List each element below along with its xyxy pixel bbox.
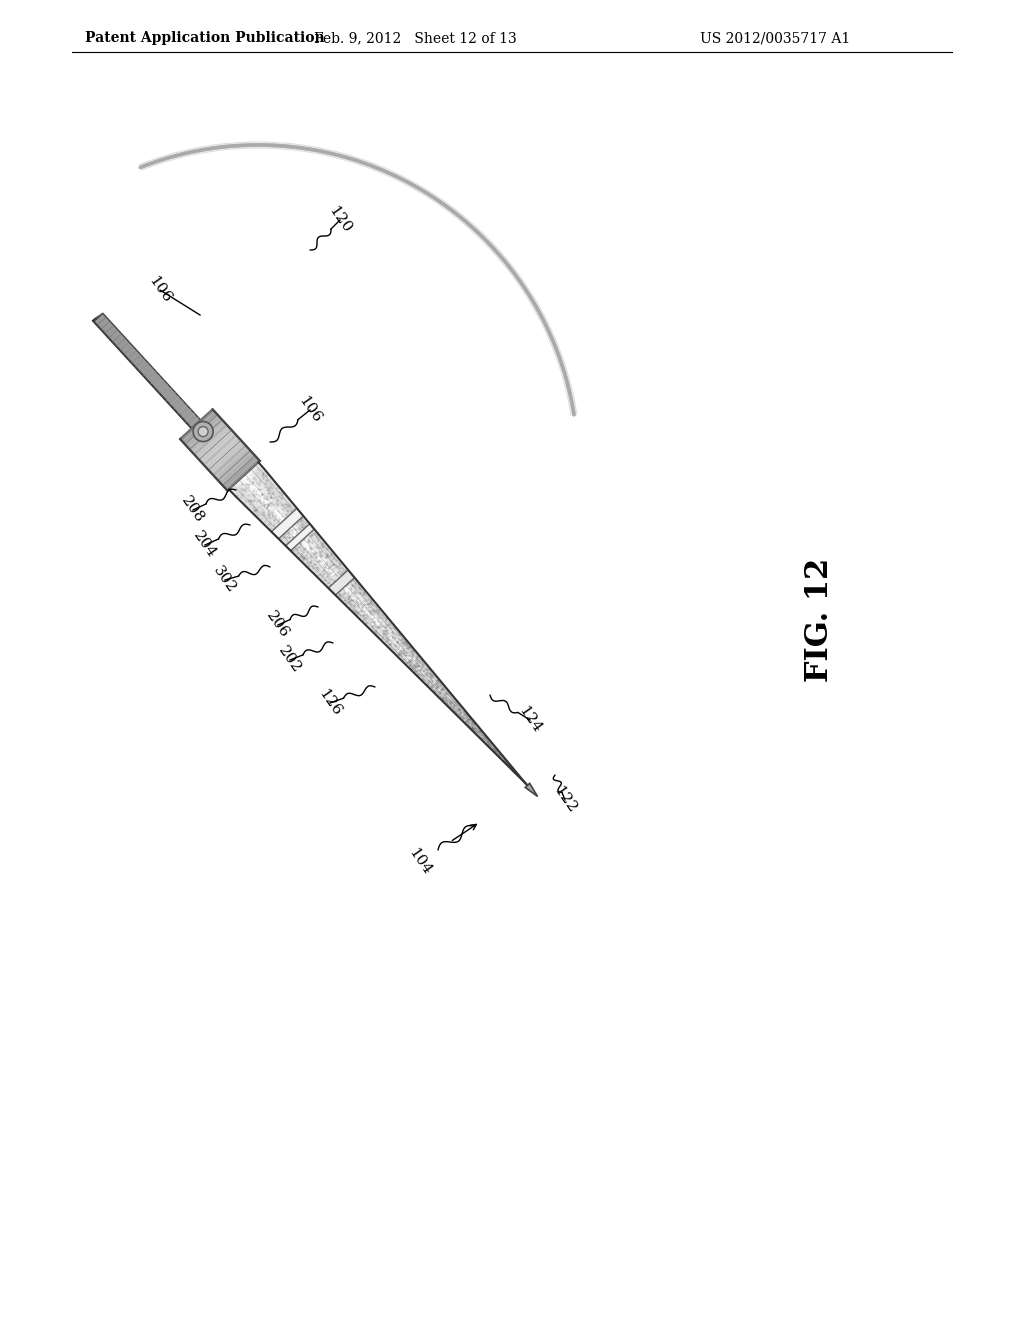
Polygon shape <box>247 474 523 781</box>
Text: 302: 302 <box>211 564 239 595</box>
Polygon shape <box>254 466 523 781</box>
Polygon shape <box>233 486 523 781</box>
Polygon shape <box>243 477 523 781</box>
Polygon shape <box>238 482 523 781</box>
Polygon shape <box>240 479 523 781</box>
Polygon shape <box>236 483 523 781</box>
Polygon shape <box>271 508 303 539</box>
Polygon shape <box>255 465 523 781</box>
Text: 202: 202 <box>275 644 304 676</box>
Polygon shape <box>244 475 523 781</box>
Polygon shape <box>257 463 523 781</box>
Text: 208: 208 <box>179 494 207 525</box>
Text: US 2012/0035717 A1: US 2012/0035717 A1 <box>700 30 850 45</box>
Polygon shape <box>252 467 523 781</box>
Circle shape <box>194 421 213 442</box>
Polygon shape <box>233 484 523 781</box>
Polygon shape <box>249 471 523 781</box>
Polygon shape <box>247 473 523 781</box>
Polygon shape <box>248 473 523 781</box>
Polygon shape <box>234 484 523 781</box>
Text: 106: 106 <box>145 275 174 306</box>
Polygon shape <box>256 465 523 781</box>
Polygon shape <box>253 467 523 781</box>
Text: 206: 206 <box>264 609 292 642</box>
Circle shape <box>198 426 208 437</box>
Polygon shape <box>94 313 221 450</box>
Polygon shape <box>244 477 523 781</box>
Polygon shape <box>246 474 523 781</box>
Polygon shape <box>232 486 523 781</box>
Polygon shape <box>230 488 523 781</box>
Polygon shape <box>243 477 523 781</box>
Polygon shape <box>234 484 523 781</box>
Text: 124: 124 <box>516 704 544 737</box>
Polygon shape <box>251 470 523 781</box>
Text: FIG. 12: FIG. 12 <box>805 558 836 682</box>
Polygon shape <box>231 487 523 781</box>
Text: Patent Application Publication: Patent Application Publication <box>85 30 325 45</box>
Polygon shape <box>239 480 523 781</box>
Polygon shape <box>241 479 523 781</box>
Polygon shape <box>240 479 523 781</box>
Polygon shape <box>238 480 523 781</box>
Polygon shape <box>256 465 523 781</box>
Polygon shape <box>286 524 314 550</box>
Text: 120: 120 <box>326 205 354 236</box>
Polygon shape <box>242 478 523 781</box>
Polygon shape <box>237 482 523 781</box>
Text: 106: 106 <box>296 393 325 426</box>
Polygon shape <box>253 467 523 781</box>
Polygon shape <box>239 480 523 781</box>
Polygon shape <box>232 486 523 781</box>
Polygon shape <box>250 470 523 781</box>
Polygon shape <box>236 483 523 781</box>
Polygon shape <box>230 488 523 781</box>
Polygon shape <box>525 783 538 796</box>
Polygon shape <box>257 463 523 781</box>
Polygon shape <box>249 471 523 781</box>
Polygon shape <box>245 475 523 781</box>
Text: Feb. 9, 2012   Sheet 12 of 13: Feb. 9, 2012 Sheet 12 of 13 <box>313 30 516 45</box>
Polygon shape <box>252 469 523 781</box>
Polygon shape <box>237 482 523 781</box>
Polygon shape <box>229 488 523 781</box>
Text: 204: 204 <box>190 529 219 561</box>
Polygon shape <box>258 463 523 781</box>
Polygon shape <box>250 470 523 781</box>
Polygon shape <box>241 478 523 781</box>
Polygon shape <box>246 474 523 781</box>
Polygon shape <box>258 462 523 781</box>
Polygon shape <box>229 490 523 781</box>
Text: 104: 104 <box>406 846 434 878</box>
Polygon shape <box>242 478 523 781</box>
Polygon shape <box>252 469 523 781</box>
Polygon shape <box>255 466 523 781</box>
Polygon shape <box>251 469 523 781</box>
Text: 122: 122 <box>551 784 580 816</box>
Polygon shape <box>329 570 354 595</box>
Polygon shape <box>245 475 523 781</box>
Polygon shape <box>180 409 260 491</box>
Text: 126: 126 <box>315 686 344 719</box>
Polygon shape <box>248 473 523 781</box>
Polygon shape <box>230 487 523 781</box>
Polygon shape <box>231 487 523 781</box>
Polygon shape <box>254 466 523 781</box>
